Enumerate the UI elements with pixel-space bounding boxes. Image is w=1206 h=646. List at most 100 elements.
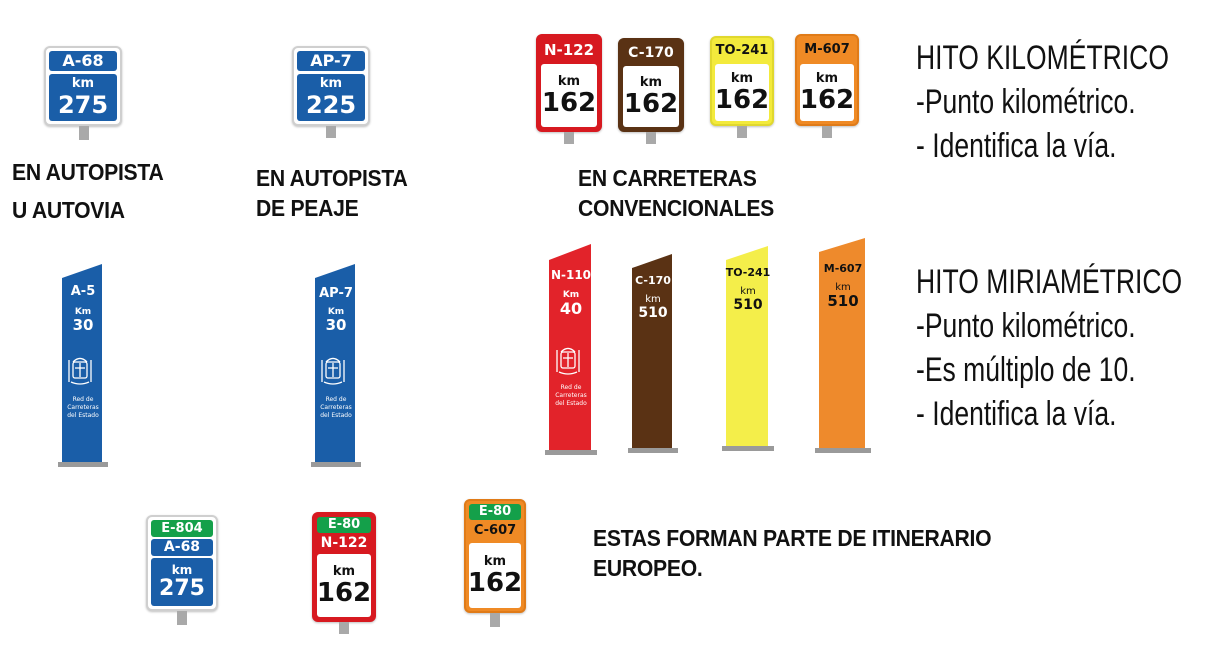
monolith-ap7: AP-7 Km 30 Red de Carreteras del Estado [311, 264, 361, 468]
hito-kilometrico: HITO KILOMÉTRICO -Punto kilométrico. - I… [916, 36, 1169, 168]
hito-line: - Identifica la vía. [916, 127, 1117, 165]
monolith-footer: Red de [325, 396, 347, 403]
caption-line: DE PEAJE [256, 194, 359, 221]
km-box: km 162 [541, 64, 597, 127]
monolith-road: M-607 [823, 262, 863, 275]
euro-sign-c607: E-80 C-607 km 162 [464, 499, 526, 613]
hito-miriametrico: HITO MIRIAMÉTRICO -Punto kilométrico. -E… [916, 260, 1182, 436]
hito-line: - Identifica la vía. [916, 395, 1117, 433]
km-label: km [557, 74, 581, 89]
km-number: 162 [467, 568, 523, 598]
caption-line: EN CARRETERAS [578, 165, 757, 191]
monolith-road: N-110 [550, 268, 592, 282]
hito-line: -Es múltiplo de 10. [916, 351, 1136, 389]
km-box: km 162 [317, 554, 371, 617]
monolith-km-label: Km [327, 306, 345, 317]
km-box: km 162 [467, 543, 523, 608]
euro-sign-n122: E-80 N-122 km 162 [312, 512, 376, 622]
coat-of-arms-icon [68, 357, 92, 385]
monolith-to241: TO-241 km 510 [722, 246, 774, 452]
caption-peaje: EN AUTOPISTA DE PEAJE [256, 164, 408, 224]
monolith-footer: Carreteras [67, 404, 99, 411]
km-label: km [71, 76, 95, 91]
monolith-shape [628, 254, 678, 453]
caption-line: ESTAS FORMAN PARTE DE ITINERARIO [593, 525, 992, 551]
km-box: km 275 [151, 558, 213, 606]
caption-europeo: ESTAS FORMAN PARTE DE ITINERARIO EUROPEO… [593, 524, 992, 584]
km-label: km [171, 563, 193, 577]
euro-code: E-80 [317, 517, 371, 533]
km-box: km 162 [800, 64, 854, 121]
km-sign-peaje: AP-7 km 225 [292, 46, 370, 126]
monolith-km: 510 [827, 292, 859, 311]
coat-of-arms-icon [556, 347, 580, 375]
km-label: km [332, 564, 356, 579]
km-number: 275 [57, 91, 109, 119]
monolith-km: 30 [72, 315, 94, 334]
caption-convencionales: EN CARRETERAS CONVENCIONALES [578, 164, 774, 224]
caption-line: CONVENCIONALES [578, 194, 775, 221]
euro-code: E-80 [469, 504, 521, 520]
sign-post [326, 126, 336, 138]
km-sign-c170: C-170 km 162 [618, 38, 684, 132]
road-code: C-170 [628, 45, 674, 61]
km-sign-m607: M-607 km 162 [795, 34, 859, 126]
km-box: km 162 [623, 66, 679, 127]
road-code: AP-7 [297, 51, 365, 71]
monolith-footer: Red de [72, 396, 94, 403]
monolith-km: 40 [559, 298, 583, 318]
hito-miriametrico-title: HITO MIRIAMÉTRICO [916, 263, 1183, 301]
km-box: km 275 [49, 74, 117, 121]
caption-line: U AUTOVIA [12, 196, 125, 223]
monolith-km-label: km [740, 286, 756, 298]
monolith-footer: del Estado [67, 412, 99, 419]
monolith-c170: C-170 km 510 [628, 254, 678, 454]
monolith-footer: Red de [560, 384, 582, 391]
monolith-road: AP-7 [319, 286, 353, 301]
monolith-km-label: km [835, 282, 851, 294]
monolith-footer: Carreteras [555, 392, 587, 399]
monolith-footer: Carreteras [320, 404, 352, 411]
km-number: 225 [305, 91, 357, 119]
km-number: 162 [316, 578, 372, 608]
sign-post [339, 622, 349, 634]
monolith-shape [815, 238, 871, 453]
monolith-shape [58, 264, 108, 467]
monolith-road: C-170 [635, 274, 671, 287]
monolith-km-label: Km [74, 306, 92, 317]
monolith-km-label: Km [562, 289, 580, 300]
km-label: km [639, 75, 663, 90]
coat-of-arms-icon [321, 357, 345, 385]
caption-line: EN AUTOPISTA [256, 165, 408, 191]
monolith-shape [311, 264, 361, 467]
sign-post [646, 132, 656, 144]
euro-code: E-804 [151, 520, 213, 537]
km-box: km 162 [715, 64, 769, 121]
caption-line: EN AUTOPISTA [12, 159, 164, 185]
km-label: km [483, 554, 507, 569]
monolith-km: 510 [638, 305, 668, 322]
hito-kilometrico-title: HITO KILOMÉTRICO [916, 39, 1169, 77]
km-number: 162 [623, 89, 679, 119]
sign-post [564, 132, 574, 144]
monolith-km: 30 [325, 315, 347, 334]
km-number: 162 [714, 85, 770, 115]
caption-autopista: EN AUTOPISTA U AUTOVIA [12, 158, 164, 226]
road-code: TO-241 [715, 43, 769, 58]
euro-sign-e804: E-804 A-68 km 275 [146, 515, 218, 611]
monolith-km: 510 [733, 297, 763, 314]
km-sign-to241: TO-241 km 162 [710, 36, 774, 126]
hito-line: -Punto kilométrico. [916, 83, 1136, 121]
sign-post [177, 611, 187, 625]
monolith-shape [545, 244, 597, 455]
km-label: km [815, 71, 839, 86]
sign-post [79, 126, 89, 140]
monolith-road: A-5 [70, 284, 96, 299]
monolith-km-label: km [645, 294, 661, 306]
km-number: 162 [541, 88, 597, 118]
km-number: 162 [799, 85, 855, 115]
monolith-a5: A-5 Km 30 Red de Carreteras del Estado [58, 264, 108, 468]
monolith-shape [722, 246, 774, 451]
road-code: N-122 [543, 41, 595, 59]
sign-post [490, 613, 500, 627]
